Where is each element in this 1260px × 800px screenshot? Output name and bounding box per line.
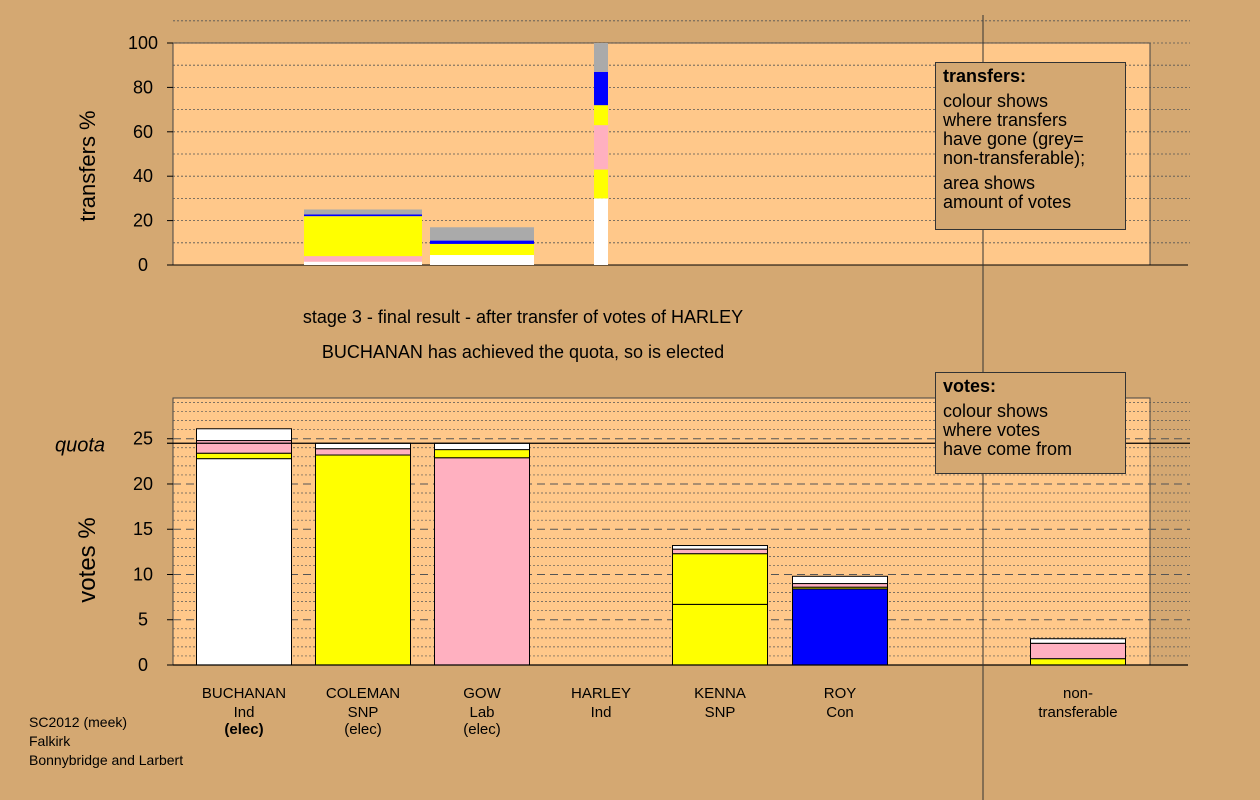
transfers-y-tick-label: 100: [128, 33, 158, 53]
transfers-y-tick-label: 20: [133, 211, 153, 231]
candidate-party-label: SNP: [705, 704, 736, 721]
votes-bar-segment: [672, 603, 768, 666]
votes-legend-line: have come from: [943, 439, 1073, 459]
transfers-legend-line: have gone (grey=: [943, 129, 1084, 149]
votes-y-tick-label: 25: [133, 429, 153, 449]
candidate-name-label: HARLEY: [571, 685, 631, 702]
votes-y-tick-label: 10: [133, 564, 153, 584]
candidate-party-label: Ind: [234, 704, 255, 721]
nontransferable-label: transferable: [1038, 704, 1117, 721]
candidate-party-label: Lab: [469, 704, 494, 721]
votes-legend-line: where votes: [943, 420, 1041, 440]
votes-bar-segment: [672, 545, 768, 550]
transfers-bar-segment: [304, 216, 422, 257]
votes-bar-segment: [196, 458, 292, 666]
footer-council: Falkirk: [29, 733, 71, 749]
votes-bar-segment: [196, 428, 292, 442]
transfers-bar-segment: [304, 209, 422, 215]
transfers-bar-segment: [594, 71, 608, 106]
transfers-legend: transfers: colour shows where transfers …: [935, 62, 1126, 230]
votes-bar-segment: [196, 452, 292, 460]
transfers-legend-title: transfers:: [943, 66, 1027, 86]
transfers-legend-line: area shows: [943, 173, 1036, 193]
votes-bar-segment: [315, 442, 411, 450]
transfers-bar-segment: [594, 43, 608, 72]
quota-label: quota: [55, 434, 105, 456]
stage-subtitle: BUCHANAN has achieved the quota, so is e…: [321, 342, 725, 362]
transfers-bar-segment: [304, 256, 422, 262]
candidate-party-label: SNP: [348, 704, 379, 721]
nontransferable-bar-segment: [1030, 658, 1126, 666]
transfers-bar-segment: [594, 169, 608, 199]
transfers-bar-segment: [430, 227, 534, 241]
transfers-bar-segment: [594, 198, 608, 265]
transfers-y-axis-label: transfers %: [75, 110, 100, 221]
transfers-legend-line: colour shows: [943, 91, 1049, 111]
candidate-party-label: Con: [826, 704, 854, 721]
transfers-bar-segment: [594, 125, 608, 170]
transfers-bar-segment: [430, 240, 534, 244]
candidate-name-label: ROY: [824, 685, 857, 702]
candidate-name-label: KENNA: [694, 685, 746, 702]
votes-bar-segment: [672, 548, 768, 555]
nontransferable-label: non-: [1063, 685, 1093, 702]
votes-bar-segment: [792, 575, 888, 585]
footer: SC2012 (meek) Falkirk Bonnybridge and La…: [29, 713, 183, 770]
footer-method: SC2012 (meek): [29, 714, 128, 730]
candidate-status-label: (elec): [344, 721, 382, 738]
stage-title: stage 3 - final result - after transfer …: [302, 307, 744, 327]
transfers-legend-line: non-transferable);: [943, 148, 1086, 168]
votes-bar-segment: [792, 583, 888, 588]
transfers-y-tick-label: 0: [138, 255, 148, 275]
votes-bar-segment: [434, 457, 530, 666]
votes-legend-title: votes:: [943, 376, 997, 396]
votes-y-tick-label: 0: [138, 655, 148, 675]
votes-bar-segment: [315, 454, 411, 666]
votes-legend: votes: colour shows where votes have com…: [935, 372, 1126, 474]
votes-bar-segment: [434, 449, 530, 459]
nontransferable-bar-segment: [1030, 638, 1126, 644]
transfers-bar-segment: [304, 261, 422, 265]
candidate-party-label: Ind: [591, 704, 612, 721]
candidate-name-label: BUCHANAN: [202, 685, 286, 702]
nontransferable-bar-segment: [1030, 642, 1126, 660]
transfers-bar-segment: [304, 214, 422, 217]
votes-y-tick-label: 15: [133, 519, 153, 539]
votes-bar-segment: [672, 553, 768, 605]
transfers-y-tick-label: 60: [133, 122, 153, 142]
votes-bar-segment: [196, 440, 292, 454]
transfers-bar-segment: [430, 243, 534, 256]
votes-y-axis-label: votes %: [74, 517, 101, 602]
transfers-bar-segment: [594, 105, 608, 126]
candidate-status-label: (elec): [463, 721, 501, 738]
votes-y-tick-label: 5: [138, 610, 148, 630]
votes-bar-segment: [434, 442, 530, 451]
votes-bar-segment: [792, 588, 888, 666]
candidate-name-label: COLEMAN: [326, 685, 400, 702]
votes-legend-line: colour shows: [943, 401, 1049, 421]
transfers-y-tick-label: 40: [133, 166, 153, 186]
transfers-y-tick-label: 80: [133, 77, 153, 97]
transfers-legend-line: amount of votes: [943, 192, 1072, 212]
candidate-name-label: GOW: [463, 685, 501, 702]
votes-y-tick-label: 20: [133, 474, 153, 494]
transfers-bar-segment: [430, 255, 534, 265]
votes-bar-segment: [315, 448, 411, 456]
transfers-legend-line: where transfers: [943, 110, 1068, 130]
candidate-status-label: (elec): [224, 721, 263, 738]
footer-ward: Bonnybridge and Larbert: [29, 752, 184, 768]
